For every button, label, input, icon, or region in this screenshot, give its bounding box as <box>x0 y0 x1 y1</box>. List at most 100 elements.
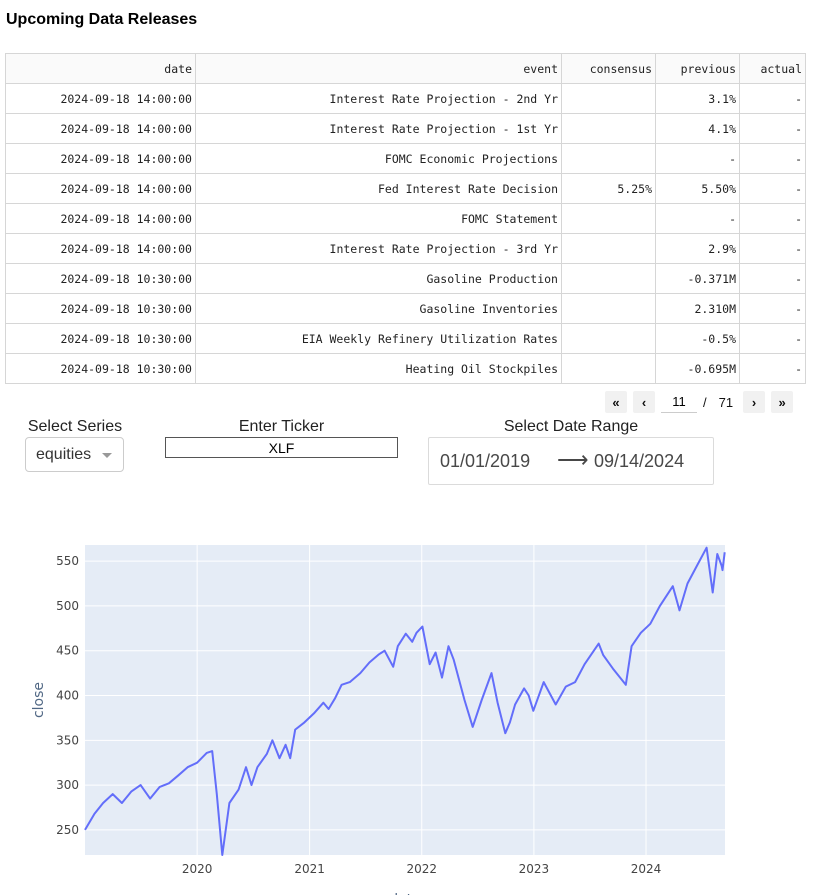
column-header-consensus[interactable]: consensus <box>561 53 656 84</box>
y-axis-ticks: 250 300 350 400 450 500 550 <box>56 554 79 837</box>
cell-previous[interactable]: 3.1% <box>655 83 740 114</box>
cell-previous[interactable]: 2.9% <box>655 233 740 264</box>
double-chevron-left-icon: « <box>612 394 620 410</box>
x-tick-label: 2023 <box>519 862 550 876</box>
first-page-button[interactable]: « <box>605 391 627 413</box>
cell-consensus[interactable] <box>561 203 656 234</box>
cell-consensus[interactable] <box>561 323 656 354</box>
releases-table: date event consensus previous actual 202… <box>5 53 806 384</box>
cell-event[interactable]: Gasoline Production <box>195 263 562 294</box>
cell-actual[interactable]: - <box>739 173 806 204</box>
date-range-picker: 01/01/2019 ⟶ 09/14/2024 <box>428 437 714 485</box>
series-dropdown[interactable]: equities <box>25 437 124 472</box>
cell-date[interactable]: 2024-09-18 10:30:00 <box>5 293 196 324</box>
grid-lines <box>85 545 725 855</box>
cell-event[interactable]: Gasoline Inventories <box>195 293 562 324</box>
arrow-right-icon: ⟶ <box>557 447 589 472</box>
cell-previous[interactable]: - <box>655 143 740 174</box>
next-page-button[interactable]: › <box>743 391 766 413</box>
series-selected-value: equities <box>36 445 92 463</box>
cell-consensus[interactable] <box>561 263 656 294</box>
page-title: Upcoming Data Releases <box>6 11 198 28</box>
cell-actual[interactable]: - <box>739 113 806 144</box>
column-header-event[interactable]: event <box>195 53 562 84</box>
table-row: 2024-09-18 10:30:00 EIA Weekly Refinery … <box>5 323 806 354</box>
cell-event[interactable]: Interest Rate Projection - 3rd Yr <box>195 233 562 264</box>
total-pages: 71 <box>718 394 734 410</box>
cell-actual[interactable]: - <box>739 83 806 114</box>
cell-actual[interactable]: - <box>739 323 806 354</box>
x-axis-title: date <box>389 892 421 895</box>
cell-consensus[interactable] <box>561 293 656 324</box>
y-tick-label: 500 <box>56 599 79 613</box>
cell-actual[interactable]: - <box>739 233 806 264</box>
close-price-line <box>84 546 726 856</box>
cell-event[interactable]: FOMC Statement <box>195 203 562 234</box>
y-tick-label: 550 <box>56 554 79 568</box>
page-separator: / <box>703 394 707 410</box>
cell-previous[interactable]: -0.695M <box>655 353 740 384</box>
x-tick-label: 2020 <box>182 862 213 876</box>
cell-previous[interactable]: 2.310M <box>655 293 740 324</box>
cell-consensus[interactable] <box>561 113 656 144</box>
chevron-right-icon: › <box>751 394 757 410</box>
ticker-label: Enter Ticker <box>238 418 325 435</box>
table-row: 2024-09-18 14:00:00 Interest Rate Projec… <box>5 113 806 144</box>
date-range-label: Select Date Range <box>503 418 639 435</box>
column-header-actual[interactable]: actual <box>739 53 806 84</box>
cell-event[interactable]: Heating Oil Stockpiles <box>195 353 562 384</box>
cell-event[interactable]: FOMC Economic Projections <box>195 143 562 174</box>
table-row: 2024-09-18 14:00:00 Interest Rate Projec… <box>5 83 806 114</box>
cell-date[interactable]: 2024-09-18 10:30:00 <box>5 353 196 384</box>
table-row: 2024-09-18 14:00:00 Fed Interest Rate De… <box>5 173 806 204</box>
cell-actual[interactable]: - <box>739 143 806 174</box>
table-row: 2024-09-18 10:30:00 Gasoline Production … <box>5 263 806 294</box>
cell-previous[interactable]: 4.1% <box>655 113 740 144</box>
last-page-button[interactable]: » <box>771 391 794 413</box>
table-row: 2024-09-18 14:00:00 Interest Rate Projec… <box>5 233 806 264</box>
cell-actual[interactable]: - <box>739 203 806 234</box>
end-date-input[interactable]: 09/14/2024 <box>594 451 685 471</box>
cell-consensus[interactable] <box>561 353 656 384</box>
cell-date[interactable]: 2024-09-18 14:00:00 <box>5 113 196 144</box>
cell-previous[interactable]: -0.5% <box>655 323 740 354</box>
cell-actual[interactable]: - <box>739 263 806 294</box>
start-date-input[interactable]: 01/01/2019 <box>440 451 531 471</box>
cell-previous[interactable]: 5.50% <box>655 173 740 204</box>
y-tick-label: 250 <box>56 823 79 837</box>
x-tick-label: 2021 <box>294 862 325 876</box>
cell-event[interactable]: Interest Rate Projection - 1st Yr <box>195 113 562 144</box>
cell-consensus[interactable]: 5.25% <box>561 173 656 204</box>
cell-date[interactable]: 2024-09-18 10:30:00 <box>5 263 196 294</box>
pagination: « ‹ / 71 › » <box>605 390 794 414</box>
y-tick-label: 400 <box>56 689 79 703</box>
double-chevron-right-icon: » <box>778 394 786 410</box>
series-label: Select Series <box>27 418 123 435</box>
cell-consensus[interactable] <box>561 233 656 264</box>
cell-actual[interactable]: - <box>739 293 806 324</box>
y-axis-title: close <box>31 682 47 718</box>
cell-consensus[interactable] <box>561 143 656 174</box>
cell-date[interactable]: 2024-09-18 14:00:00 <box>5 83 196 114</box>
table-row: 2024-09-18 14:00:00 FOMC Economic Projec… <box>5 143 806 174</box>
table-row: 2024-09-18 10:30:00 Gasoline Inventories… <box>5 293 806 324</box>
cell-date[interactable]: 2024-09-18 10:30:00 <box>5 323 196 354</box>
cell-event[interactable]: Fed Interest Rate Decision <box>195 173 562 204</box>
cell-date[interactable]: 2024-09-18 14:00:00 <box>5 173 196 204</box>
cell-previous[interactable]: - <box>655 203 740 234</box>
current-page-input[interactable] <box>661 391 697 413</box>
x-axis-ticks: 2020 2021 2022 2023 2024 <box>182 862 661 876</box>
column-header-date[interactable]: date <box>5 53 196 84</box>
cell-event[interactable]: EIA Weekly Refinery Utilization Rates <box>195 323 562 354</box>
table-header-row: date event consensus previous actual <box>5 53 806 84</box>
cell-previous[interactable]: -0.371M <box>655 263 740 294</box>
column-header-previous[interactable]: previous <box>655 53 740 84</box>
ticker-input[interactable] <box>165 437 398 458</box>
cell-date[interactable]: 2024-09-18 14:00:00 <box>5 233 196 264</box>
cell-consensus[interactable] <box>561 83 656 114</box>
cell-event[interactable]: Interest Rate Projection - 2nd Yr <box>195 83 562 114</box>
cell-actual[interactable]: - <box>739 353 806 384</box>
cell-date[interactable]: 2024-09-18 14:00:00 <box>5 203 196 234</box>
cell-date[interactable]: 2024-09-18 14:00:00 <box>5 143 196 174</box>
previous-page-button[interactable]: ‹ <box>633 391 655 413</box>
